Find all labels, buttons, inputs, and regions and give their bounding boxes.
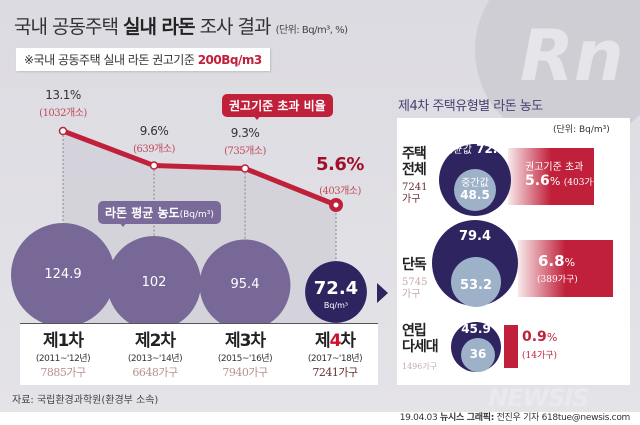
exceed-count: (1032개소) xyxy=(39,108,87,119)
exceed-value: 9.6% xyxy=(139,124,169,138)
svg-text:Rn: Rn xyxy=(520,15,624,97)
page-title: 국내 공동주택 실내 라돈 조사 결과 (단위: Bq/m³, %) xyxy=(14,16,348,38)
median-value: 48.5 xyxy=(460,188,490,202)
round-period: (2011~'12년) xyxy=(35,354,91,364)
mean-label: 평균값 xyxy=(444,145,472,156)
avg-bubble xyxy=(199,239,291,331)
round-name: 제1차 xyxy=(42,331,84,351)
round-households: 7241가구 xyxy=(312,366,358,379)
exceed-ratio-legend: 권고기준 초과 비율 xyxy=(222,94,333,120)
round-3: 제3차 (2015~'16년) 7940가구 xyxy=(200,326,290,380)
round-2: 제2차 (2013~'14년) 6648가구 xyxy=(110,326,200,380)
exceed-bar xyxy=(508,148,594,205)
exceed-value: 13.1% xyxy=(45,88,81,102)
mean-value: 79.4 xyxy=(458,229,492,244)
type-households: 1496가구 xyxy=(402,362,438,371)
exceed-value: 6.8% xyxy=(538,252,576,270)
median-value: 53.2 xyxy=(459,278,493,293)
credit: 19.04.03 뉴시스 그래픽: 전진우 기자 618tue@newsis.c… xyxy=(399,413,631,423)
round-households: 7940가구 xyxy=(222,366,268,379)
median-value: 36 xyxy=(469,347,487,361)
round-period: (2015~'16년) xyxy=(217,354,273,364)
avg-value: 72.4 xyxy=(313,278,359,299)
rounds-band xyxy=(20,323,378,385)
avg-bubble xyxy=(305,261,367,323)
round-name-b: 차 xyxy=(340,331,356,351)
avg-value: 95.4 xyxy=(230,277,260,292)
median-circle xyxy=(451,257,501,307)
exceed-households: (389가구) xyxy=(537,275,578,285)
exceed-label: 권고기준 초과 xyxy=(525,162,584,173)
unit-label: (단위: Bq/m³) xyxy=(553,125,610,135)
exceed-pct: 0.9 xyxy=(522,329,547,345)
round-name: 제3차 xyxy=(224,331,266,351)
exceed-value: 5.6% (403가구) xyxy=(525,173,605,189)
median-circle xyxy=(454,169,496,211)
type-label: 주택 전체 xyxy=(402,146,427,178)
exceed-point xyxy=(58,126,68,136)
newsis-watermark: NEWSIS xyxy=(488,384,589,412)
mean-value: 평균값 72.4 xyxy=(435,141,515,156)
type-label: 연립 다세대 xyxy=(402,323,439,355)
round-number: 4 xyxy=(329,331,342,351)
round-period: (2017~'18년) xyxy=(307,354,363,364)
radon-standard-note: ※국내 공동주택 실내 라돈 권고기준 200Bq/m3 xyxy=(16,48,270,71)
arrow-right-icon xyxy=(377,283,388,303)
avg-bubble xyxy=(11,223,115,327)
exceed-count: (403개소) xyxy=(319,186,361,197)
avg-unit: Bq/m³ xyxy=(323,301,349,310)
round-4: 제4차 (2017~'18년) 7241가구 xyxy=(290,326,380,380)
mean-number: 72.4 xyxy=(476,142,506,156)
exceed-households: (403가구) xyxy=(563,178,605,188)
exceed-value: 0.9% xyxy=(522,329,558,345)
exceed-pct: 5.6 xyxy=(525,173,550,189)
median-label: 중간값 xyxy=(461,178,489,189)
round-households: 7885가구 xyxy=(40,366,86,379)
exceed-count: (639개소) xyxy=(133,144,175,155)
housing-type-title: 제4차 주택유형별 라돈 농도 xyxy=(398,95,543,114)
round-name: 제2차 xyxy=(134,331,176,351)
round-households: 6648가구 xyxy=(132,366,178,379)
median-circle xyxy=(461,338,495,372)
round-1: 제1차 (2011~'12년) 7885가구 xyxy=(18,326,108,380)
exceed-point xyxy=(149,161,159,170)
exceed-line xyxy=(62,128,337,208)
type-households: 7241 가구 xyxy=(402,182,428,205)
type-label: 단독 xyxy=(402,257,427,273)
avg-value: 102 xyxy=(141,275,167,290)
source: 자료: 국립환경과학원(환경부 소속) xyxy=(12,395,159,406)
mean-value: 45.9 xyxy=(461,322,491,336)
round-period: (2013~'14년) xyxy=(127,354,183,364)
exceed-value: 5.6% xyxy=(316,154,364,175)
exceed-count: (735개소) xyxy=(224,146,266,157)
round-name: 제4차 xyxy=(290,326,380,351)
exceed-point xyxy=(240,164,250,173)
exceed-households: (14가구) xyxy=(522,351,558,361)
avg-value: 124.9 xyxy=(44,267,82,282)
exceed-pct: 6.8 xyxy=(538,252,565,270)
avg-bubble xyxy=(107,236,201,330)
exceed-value: 9.3% xyxy=(230,126,260,140)
exceed-bar xyxy=(504,325,518,368)
exceed-point-center xyxy=(333,202,339,208)
type-households: 5745 가구 xyxy=(402,277,428,300)
avg-concentration-legend: 라돈 평균 농도(Bq/m³) xyxy=(98,201,221,227)
exceed-bar xyxy=(518,240,613,297)
round-name-a: 제 xyxy=(314,331,331,351)
housing-type-title-text: 제4차 주택유형별 라돈 농도 xyxy=(398,99,543,114)
